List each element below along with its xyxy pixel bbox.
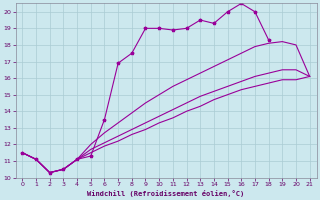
X-axis label: Windchill (Refroidissement éolien,°C): Windchill (Refroidissement éolien,°C): [87, 190, 245, 197]
